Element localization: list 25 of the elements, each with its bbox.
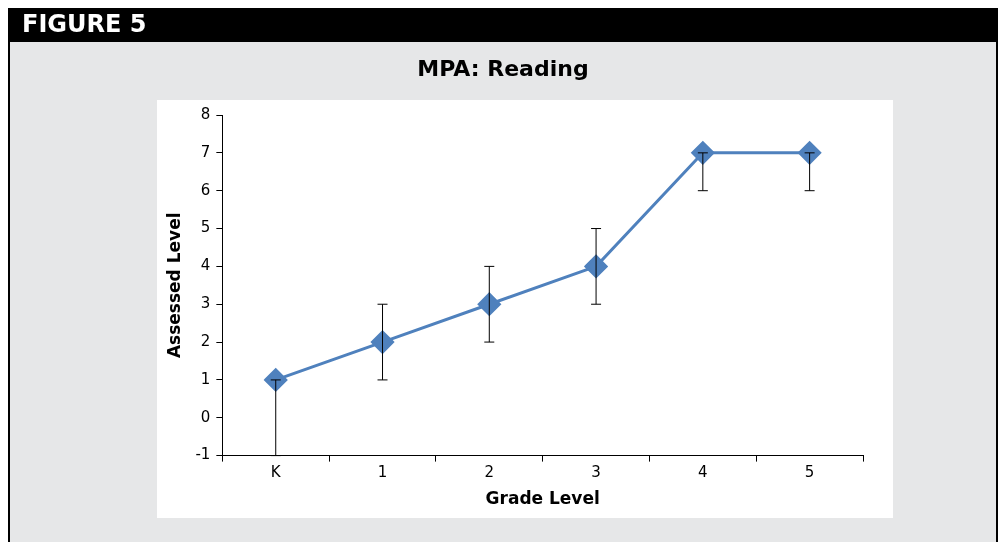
x-axis-title: Grade Level [485,488,600,509]
point [477,292,501,316]
x-tick-label: 2 [484,463,495,482]
x-tick-label: 4 [698,463,708,482]
y-tick-label: 6 [200,180,211,199]
caption: FIGURE 5 [22,10,147,38]
x-tick-label: 3 [591,463,601,482]
point [798,141,822,165]
y-tick-label: 8 [200,104,211,123]
y-tick-label: 2 [200,331,211,350]
y-tick-label: 4 [200,256,211,275]
x-tick-label: 1 [377,463,388,482]
y-tick-label: 1 [200,369,211,388]
chart-title: MPA: Reading [416,55,590,83]
point [371,330,395,354]
y-tick-label: 3 [200,294,211,313]
point [691,141,715,165]
y-tick-label: 0 [200,407,211,426]
y-tick-label: 7 [200,142,211,161]
point [264,368,288,392]
x-tick-label: 5 [804,463,815,482]
y-tick-label: 5 [200,218,211,237]
x-tick-label: K [270,463,282,482]
y-axis-title: Assessed Level [163,212,184,359]
y-tick-label: -1 [195,445,211,464]
